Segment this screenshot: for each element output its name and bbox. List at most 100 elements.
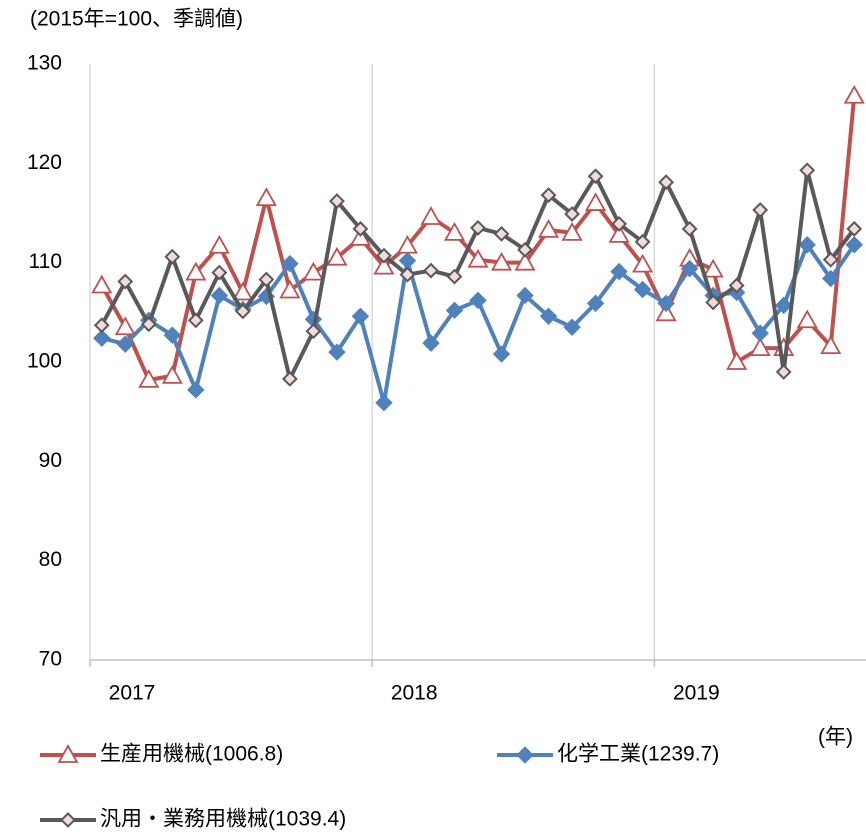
marker [728, 277, 745, 294]
marker [446, 268, 463, 285]
marker [467, 248, 489, 268]
marker [399, 266, 416, 283]
marker [422, 334, 440, 352]
marker [420, 206, 442, 225]
x-tick-label: 2017 [109, 682, 156, 705]
x-axis-label: (年) [818, 726, 853, 749]
y-tick-label: 120 [27, 151, 62, 174]
y-tick-label: 100 [27, 350, 62, 373]
marker [445, 301, 464, 320]
marker [373, 255, 395, 275]
marker [305, 323, 322, 340]
marker [726, 351, 748, 370]
marker [210, 286, 229, 305]
marker [514, 251, 536, 271]
y-tick-label: 110 [29, 250, 62, 273]
marker [540, 187, 557, 204]
marker [799, 162, 816, 179]
marker [610, 262, 628, 281]
marker [517, 241, 533, 258]
marker [258, 271, 275, 288]
marker [163, 326, 182, 344]
marker [138, 369, 160, 388]
y-tick-label: 70 [39, 648, 62, 671]
marker [376, 247, 392, 264]
marker [493, 225, 510, 242]
marker [116, 335, 134, 353]
marker [752, 202, 769, 218]
marker [234, 303, 251, 320]
marker [634, 233, 651, 250]
marker [632, 253, 654, 273]
x-tick-label: 2018 [391, 682, 438, 705]
marker [822, 269, 840, 288]
y-tick-label: 130 [27, 52, 62, 75]
marker [822, 251, 839, 268]
legend-label: 生産用機械(1006.8) [100, 743, 283, 766]
marker [91, 274, 113, 294]
marker [117, 273, 134, 290]
marker [681, 220, 698, 237]
marker [93, 329, 111, 347]
marker [187, 381, 205, 399]
marker [774, 296, 793, 315]
marker [161, 365, 183, 384]
marker [658, 174, 675, 191]
marker [775, 364, 792, 380]
marker [843, 84, 865, 104]
marker [351, 307, 370, 326]
marker [563, 318, 581, 336]
legend-label: 化学工業(1239.7) [557, 743, 719, 766]
marker [751, 324, 769, 342]
marker [539, 307, 558, 326]
marker [657, 294, 675, 313]
marker [490, 251, 513, 271]
y-axis-label: (2015年=100、季調値) [30, 8, 243, 31]
marker [211, 264, 228, 281]
marker [57, 744, 79, 763]
marker [232, 281, 254, 301]
marker [845, 236, 863, 254]
marker [846, 220, 863, 237]
legend-label: 汎用・業務用機械(1039.4) [100, 808, 346, 831]
marker [93, 317, 110, 334]
marker [281, 254, 299, 273]
marker [352, 220, 369, 237]
marker [423, 262, 439, 279]
marker [492, 345, 511, 363]
marker [281, 370, 298, 387]
marker [375, 394, 393, 412]
x-tick-label: 2019 [673, 682, 720, 705]
y-tick-label: 90 [39, 449, 62, 472]
marker [328, 193, 345, 209]
marker [255, 187, 277, 207]
marker [469, 291, 487, 310]
y-tick-label: 80 [39, 548, 62, 571]
marker [164, 248, 181, 265]
marker [702, 258, 724, 278]
marker [820, 335, 842, 355]
marker [443, 222, 466, 241]
marker [187, 312, 204, 329]
marker [705, 294, 722, 311]
marker [516, 286, 534, 305]
marker [587, 168, 604, 185]
marker [564, 206, 580, 222]
marker [655, 302, 677, 322]
marker [185, 261, 207, 281]
marker [516, 746, 534, 764]
marker [208, 234, 230, 254]
marker [749, 337, 771, 356]
marker [326, 246, 348, 266]
marker [796, 309, 818, 329]
marker [114, 316, 136, 336]
marker [608, 224, 630, 243]
marker [302, 261, 324, 281]
marker [328, 343, 346, 361]
marker [561, 222, 583, 241]
marker [585, 192, 607, 211]
marker [611, 216, 628, 232]
marker [633, 280, 652, 299]
marker [798, 236, 816, 254]
